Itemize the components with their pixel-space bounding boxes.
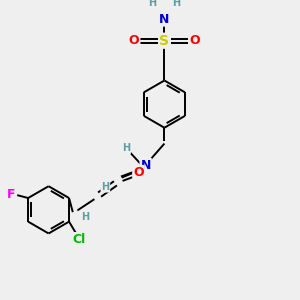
Text: N: N [140,159,151,172]
Text: F: F [7,188,16,201]
Text: H: H [172,0,181,8]
Text: O: O [133,166,144,179]
Text: O: O [189,34,200,47]
Text: H: H [101,182,110,192]
Text: H: H [81,212,89,222]
Text: H: H [122,143,130,154]
Text: Cl: Cl [73,233,86,246]
Text: H: H [148,0,156,8]
Text: N: N [159,13,170,26]
Text: S: S [159,34,170,48]
Text: O: O [129,34,140,47]
